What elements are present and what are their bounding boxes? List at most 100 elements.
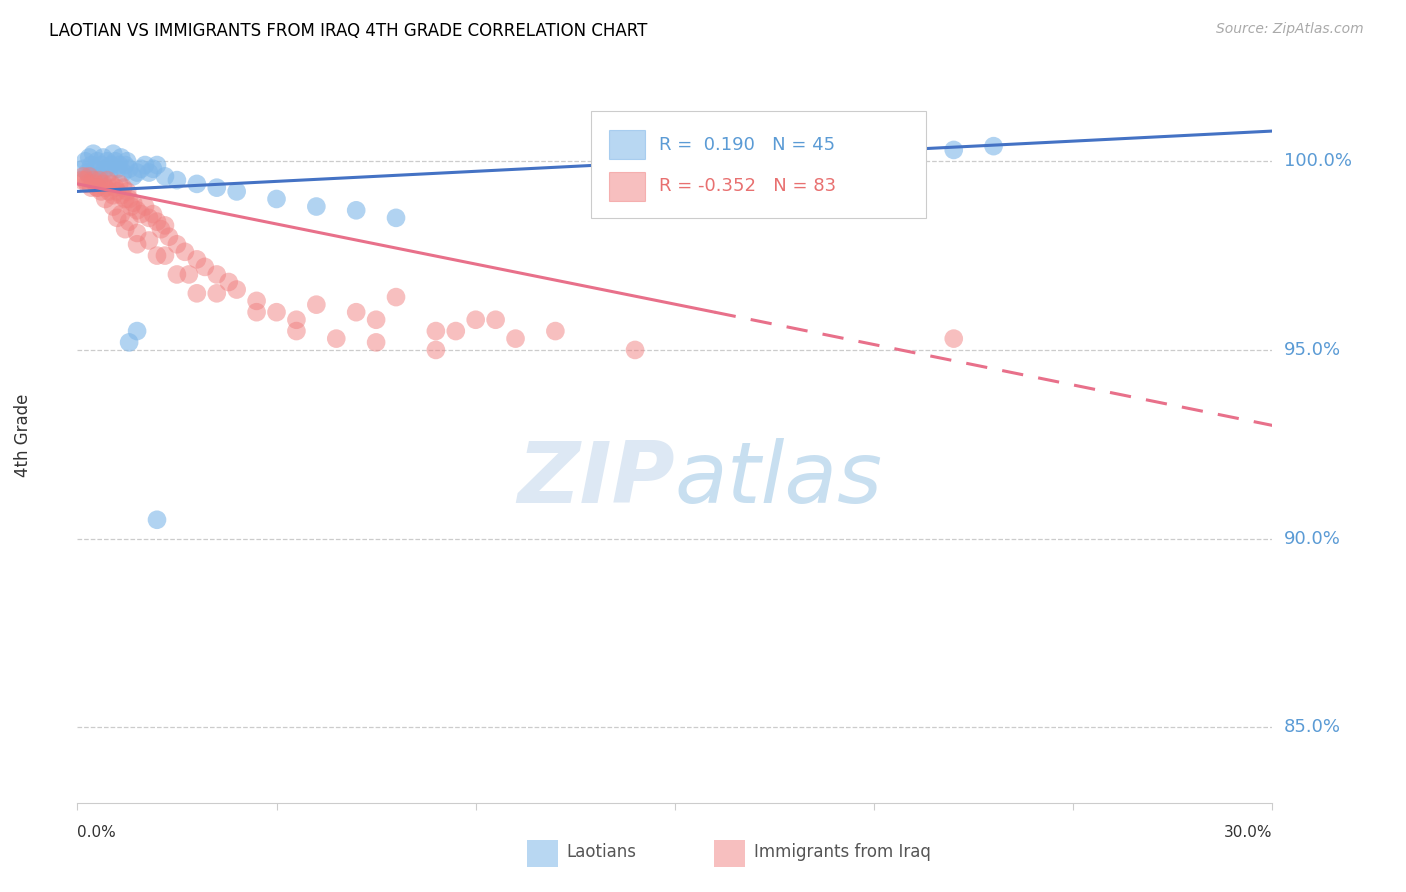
Point bbox=[72, 161, 94, 176]
Point bbox=[305, 298, 328, 312]
Point bbox=[186, 252, 208, 267]
Point bbox=[129, 207, 152, 221]
Point bbox=[983, 139, 1005, 153]
Point bbox=[98, 165, 121, 179]
Point bbox=[94, 192, 117, 206]
Point bbox=[76, 165, 98, 179]
Point bbox=[166, 173, 188, 187]
Point bbox=[105, 161, 128, 176]
Text: 4th Grade: 4th Grade bbox=[14, 393, 32, 476]
Point bbox=[94, 161, 117, 176]
Point bbox=[425, 343, 447, 357]
Point bbox=[246, 305, 269, 319]
Text: R = -0.352   N = 83: R = -0.352 N = 83 bbox=[659, 178, 837, 195]
Point bbox=[70, 173, 93, 187]
Point bbox=[104, 154, 127, 169]
Point bbox=[90, 185, 112, 199]
Point bbox=[366, 312, 388, 326]
Point bbox=[134, 158, 156, 172]
Point bbox=[186, 286, 208, 301]
Point bbox=[89, 173, 111, 187]
Point bbox=[305, 200, 328, 214]
Point bbox=[120, 200, 142, 214]
Point bbox=[138, 165, 160, 179]
Point bbox=[103, 200, 124, 214]
Point bbox=[385, 290, 408, 304]
Point bbox=[127, 226, 149, 240]
Point bbox=[266, 305, 288, 319]
Point bbox=[127, 237, 149, 252]
Text: R =  0.190   N = 45: R = 0.190 N = 45 bbox=[659, 136, 835, 153]
Point bbox=[205, 268, 228, 282]
Point bbox=[146, 158, 169, 172]
Point bbox=[177, 268, 200, 282]
Point bbox=[246, 293, 269, 308]
Point bbox=[84, 161, 107, 176]
Point bbox=[91, 151, 114, 165]
Bar bbox=[609, 130, 645, 160]
Point bbox=[146, 513, 169, 527]
Point bbox=[110, 151, 132, 165]
Point bbox=[105, 211, 128, 225]
Text: 0.0%: 0.0% bbox=[77, 825, 117, 840]
Point bbox=[150, 222, 173, 236]
Point bbox=[114, 222, 136, 236]
Point bbox=[129, 161, 152, 176]
Point bbox=[114, 192, 136, 206]
Point bbox=[385, 211, 408, 225]
Point bbox=[146, 214, 169, 228]
Text: 85.0%: 85.0% bbox=[1284, 718, 1340, 736]
Point bbox=[134, 200, 156, 214]
Point bbox=[166, 237, 188, 252]
Point bbox=[146, 249, 169, 263]
Point bbox=[138, 234, 160, 248]
Bar bbox=[714, 840, 745, 867]
Point bbox=[118, 192, 141, 206]
Point bbox=[122, 169, 145, 184]
Point bbox=[79, 169, 101, 184]
Point bbox=[82, 173, 104, 187]
Point bbox=[86, 154, 108, 169]
Text: Immigrants from Iraq: Immigrants from Iraq bbox=[754, 843, 931, 861]
Point bbox=[79, 151, 101, 165]
Point bbox=[127, 203, 149, 218]
Point bbox=[76, 177, 98, 191]
Point bbox=[100, 158, 122, 172]
Point bbox=[94, 180, 117, 194]
Point bbox=[425, 324, 447, 338]
Point bbox=[138, 211, 160, 225]
Point bbox=[285, 312, 308, 326]
Point bbox=[624, 343, 647, 357]
Point bbox=[344, 203, 367, 218]
Point bbox=[110, 188, 132, 202]
Point bbox=[91, 177, 114, 191]
Point bbox=[166, 268, 188, 282]
Point bbox=[118, 335, 141, 350]
Point bbox=[100, 177, 122, 191]
Point bbox=[112, 165, 135, 179]
Point bbox=[225, 185, 247, 199]
Point bbox=[194, 260, 217, 274]
Point bbox=[366, 335, 388, 350]
Text: 90.0%: 90.0% bbox=[1284, 530, 1340, 548]
Point bbox=[325, 332, 347, 346]
Point bbox=[104, 180, 127, 194]
Point bbox=[285, 324, 308, 338]
Point bbox=[142, 207, 165, 221]
Point bbox=[72, 169, 94, 184]
Point bbox=[103, 188, 124, 202]
Point bbox=[75, 173, 97, 187]
Point bbox=[82, 146, 104, 161]
Text: LAOTIAN VS IMMIGRANTS FROM IRAQ 4TH GRADE CORRELATION CHART: LAOTIAN VS IMMIGRANTS FROM IRAQ 4TH GRAD… bbox=[49, 22, 648, 40]
Text: 100.0%: 100.0% bbox=[1284, 153, 1351, 170]
Point bbox=[485, 312, 508, 326]
Point bbox=[218, 275, 240, 289]
Text: Source: ZipAtlas.com: Source: ZipAtlas.com bbox=[1216, 22, 1364, 37]
Point bbox=[205, 286, 228, 301]
Bar bbox=[527, 840, 558, 867]
Point bbox=[86, 180, 108, 194]
Point bbox=[344, 305, 367, 319]
Point bbox=[153, 219, 176, 233]
Point bbox=[108, 158, 131, 172]
Point bbox=[153, 169, 176, 184]
